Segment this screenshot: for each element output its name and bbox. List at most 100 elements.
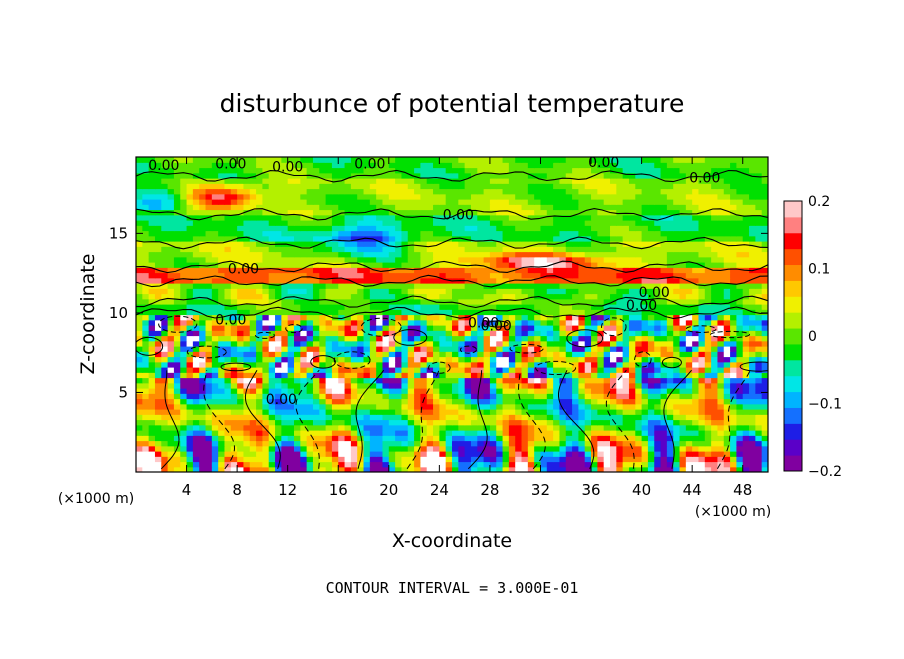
heatmap-cell — [433, 277, 440, 284]
heatmap-cell — [294, 256, 301, 263]
heatmap-cell — [294, 277, 301, 284]
heatmap-cell — [439, 372, 447, 379]
heatmap-cell — [331, 293, 339, 300]
heatmap-cell — [230, 335, 238, 342]
heatmap-cell — [565, 209, 573, 216]
heatmap-cell — [496, 230, 504, 237]
heatmap-cell — [723, 398, 731, 405]
heatmap-cell — [502, 414, 510, 421]
heatmap-cell — [660, 367, 668, 373]
heatmap-cell — [755, 309, 763, 316]
heatmap-cell — [534, 456, 542, 463]
heatmap-cell — [527, 377, 535, 384]
heatmap-cell — [755, 372, 763, 379]
heatmap-cell — [559, 309, 567, 316]
heatmap-cell — [268, 330, 276, 337]
heatmap-cell — [546, 340, 554, 347]
heatmap-cell — [698, 409, 706, 415]
heatmap-cell — [654, 430, 662, 436]
heatmap-cell — [325, 304, 333, 310]
heatmap-cell — [679, 346, 687, 352]
heatmap-cell — [591, 430, 598, 436]
heatmap-cell — [287, 314, 295, 321]
heatmap-cell — [502, 367, 510, 373]
heatmap-cell — [180, 340, 188, 347]
heatmap-cell — [287, 251, 295, 258]
heatmap-cell — [597, 283, 605, 289]
heatmap-cell — [224, 456, 232, 463]
heatmap-cell — [439, 466, 447, 472]
heatmap-cell — [350, 372, 358, 379]
heatmap-cell — [281, 325, 289, 331]
heatmap-cell — [597, 288, 605, 295]
heatmap-cell — [452, 251, 459, 258]
heatmap-cell — [211, 424, 219, 431]
heatmap-cell — [445, 451, 453, 457]
heatmap-cell — [186, 330, 194, 337]
heatmap-cell — [654, 267, 662, 274]
heatmap-cell — [420, 246, 428, 253]
heatmap-cell — [641, 209, 649, 216]
heatmap-cell — [306, 367, 314, 373]
heatmap-cell — [616, 414, 624, 421]
heatmap-cell — [401, 388, 409, 394]
heatmap-cell — [369, 445, 377, 452]
heatmap-cell — [628, 388, 636, 394]
heatmap-cell — [407, 220, 415, 226]
heatmap-cell — [698, 293, 706, 300]
heatmap-cell — [167, 235, 175, 242]
heatmap-cell — [755, 214, 763, 221]
heatmap-cell — [483, 456, 491, 463]
heatmap-cell — [256, 241, 263, 247]
heatmap-cell — [515, 419, 523, 426]
heatmap-cell — [224, 293, 232, 300]
heatmap-cell — [414, 456, 421, 463]
heatmap-cell — [527, 445, 535, 452]
heatmap-cell — [508, 430, 516, 436]
heatmap-cell — [237, 440, 245, 447]
heatmap-cell — [268, 309, 276, 316]
heatmap-cell — [338, 361, 346, 368]
heatmap-cell — [243, 340, 251, 347]
heatmap-cell — [161, 267, 169, 274]
heatmap-cell — [433, 272, 440, 279]
heatmap-cell — [730, 419, 737, 426]
heatmap-cell — [173, 466, 181, 472]
heatmap-cell — [167, 361, 175, 368]
heatmap-cell — [515, 414, 523, 421]
heatmap-cell — [521, 403, 529, 410]
heatmap-cell — [319, 277, 327, 284]
heatmap-cell — [572, 398, 579, 405]
heatmap-cell — [742, 435, 750, 442]
heatmap-cell — [452, 241, 459, 247]
heatmap-cell — [173, 393, 181, 400]
heatmap-cell — [262, 367, 270, 373]
heatmap-cell — [382, 440, 390, 447]
heatmap-cell — [742, 377, 750, 384]
heatmap-cell — [426, 340, 434, 347]
heatmap-cell — [470, 267, 478, 274]
heatmap-cell — [439, 251, 447, 258]
heatmap-cell — [521, 430, 529, 436]
heatmap-cell — [464, 256, 472, 263]
heatmap-cell — [325, 309, 333, 316]
heatmap-cell — [717, 430, 725, 436]
heatmap-cell — [698, 430, 706, 436]
heatmap-cell — [761, 256, 768, 263]
heatmap-cell — [698, 445, 706, 452]
heatmap-cell — [136, 272, 143, 279]
heatmap-cell — [685, 235, 693, 242]
heatmap-cell — [578, 304, 586, 310]
heatmap-cell — [224, 440, 232, 447]
heatmap-cell — [603, 335, 611, 342]
heatmap-cell — [540, 325, 548, 331]
heatmap-cell — [572, 461, 579, 468]
heatmap-cell — [154, 435, 162, 442]
heatmap-cell — [306, 440, 314, 447]
heatmap-cell — [610, 241, 617, 247]
heatmap-cell — [742, 356, 750, 363]
heatmap-cell — [654, 461, 662, 468]
heatmap-cell — [211, 246, 219, 253]
heatmap-cell — [319, 314, 327, 321]
heatmap-cell — [610, 356, 617, 363]
